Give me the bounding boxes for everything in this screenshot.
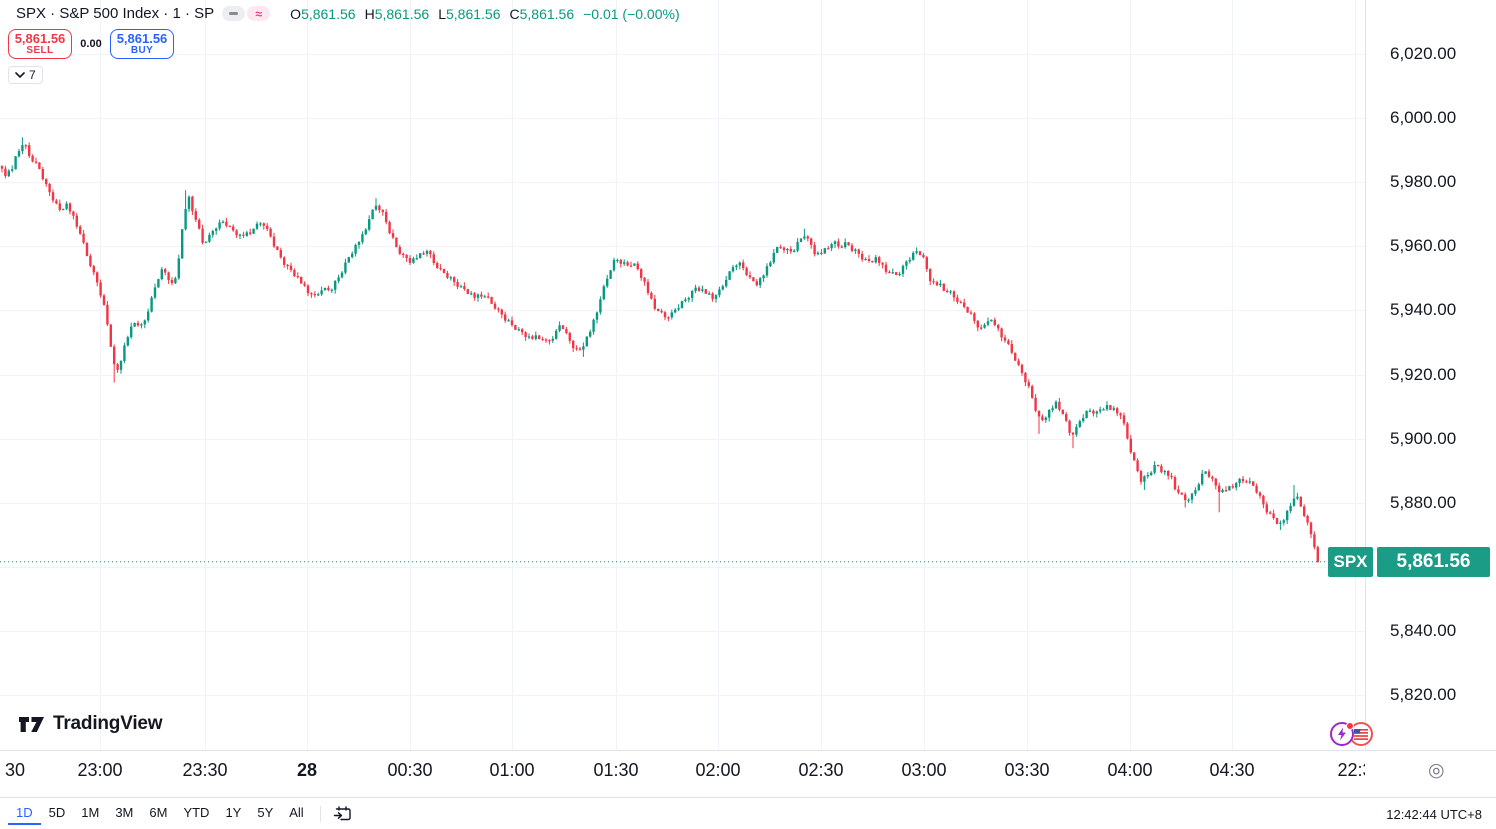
time-axis-label: 02:30 [798, 760, 844, 780]
range-tab-ytd[interactable]: YTD [183, 804, 210, 820]
range-tab-all[interactable]: All [289, 804, 304, 820]
chart-legend: SPX · S&P 500 Index · 1 · SP ≈ O5,861.56… [16, 5, 680, 22]
toolbar-divider [319, 805, 321, 822]
badge-symbol: SPX [1328, 546, 1373, 577]
bottom-toolbar: 1D 5D 1M 3M 6M YTD 1Y 5Y All 12:42:44 UTC+8 [0, 797, 1496, 829]
notification-dot [1346, 722, 1354, 730]
price-change: −0.01 (−0.00%) [583, 5, 680, 22]
object-tree-chip[interactable]: 7 [8, 66, 43, 84]
current-time-clock[interactable]: 12:42:44 UTC+8 [1386, 806, 1482, 822]
us-flag-icon [1354, 728, 1368, 740]
price-axis-label: 5,840.00 [1390, 620, 1457, 640]
approx-icon: ≈ [255, 6, 262, 21]
price-axis-label: 5,940.00 [1390, 300, 1457, 320]
symbol-title[interactable]: SPX · S&P 500 Index · 1 · SP [16, 5, 215, 22]
price-axis-label: 5,980.00 [1390, 172, 1457, 192]
time-axis-label: 02:00 [695, 760, 741, 780]
axis-settings-icon[interactable]: ◎ [1428, 759, 1445, 781]
price-axis-label: 5,920.00 [1390, 364, 1457, 384]
dash-icon [229, 12, 239, 15]
realtime-data-icon[interactable] [1330, 722, 1354, 746]
time-axis-label: 04:30 [1209, 760, 1255, 780]
range-tab-1d[interactable]: 1D [8, 802, 41, 826]
price-axis-label: 5,880.00 [1390, 492, 1457, 512]
time-axis-label: 22:3 [1337, 760, 1365, 780]
price-axis-label: 5,900.00 [1390, 428, 1457, 448]
tradingview-mark-icon [19, 716, 44, 732]
time-axis-label: 23:30 [182, 760, 228, 780]
time-axis-label: 28 [296, 760, 318, 780]
chart-canvas[interactable]: SPX · S&P 500 Index · 1 · SP ≈ O5,861.56… [0, 0, 1373, 750]
low-value: L5,861.56 [438, 5, 501, 22]
price-axis-label: 6,000.00 [1390, 108, 1457, 128]
range-tab-5y[interactable]: 5Y [257, 804, 274, 820]
date-range-tabs: 1D 5D 1M 3M 6M YTD 1Y 5Y All [8, 802, 312, 826]
calendar-arrow-icon [333, 806, 351, 821]
candlestick-chart[interactable] [0, 0, 1365, 750]
badge-price: 5,861.56 [1377, 546, 1490, 577]
last-price-badge: SPX 5,861.56 [1328, 546, 1490, 577]
sell-button[interactable]: 5,861.56 SELL [8, 29, 72, 59]
tradingview-logo-text: TradingView [53, 713, 163, 734]
range-tab-6m[interactable]: 6M [149, 804, 168, 820]
time-axis-label: 23:00 [77, 760, 123, 780]
hide-indicator-toggle[interactable] [222, 6, 246, 21]
price-axis[interactable]: 6,020.00 6,000.00 5,980.00 5,960.00 5,940.00… [1366, 0, 1496, 750]
trade-widget: 5,861.56 SELL 0.00 5,861.56 BUY [8, 29, 174, 59]
range-tab-3m[interactable]: 3M [115, 804, 134, 820]
time-axis-label: 03:00 [901, 760, 947, 780]
ohlc-values: O5,861.56 H5,861.56 L5,861.56 C5,861.56 … [290, 6, 679, 22]
open-value: O5,861.56 [290, 5, 356, 22]
range-tab-1y[interactable]: 1Y [225, 804, 242, 820]
lightning-bolt-icon [1338, 727, 1346, 741]
high-value: H5,861.56 [364, 5, 430, 22]
chevron-down-icon [15, 72, 25, 79]
time-axis-label: 00:30 [387, 760, 433, 780]
range-tab-1m[interactable]: 1M [81, 804, 100, 820]
time-axis[interactable]: 30 23:00 23:30 28 00:30 01:00 01:30 02:00 02:30 0… [0, 750, 1496, 797]
close-value: C5,861.56 [509, 5, 575, 22]
time-axis-label: 01:30 [593, 760, 639, 780]
object-tree-count: 7 [29, 68, 36, 82]
price-axis-label: 6,020.00 [1390, 44, 1457, 63]
time-axis-label: 04:00 [1107, 760, 1153, 780]
goto-date-button[interactable] [329, 802, 356, 825]
time-axis-label: 01:00 [489, 760, 535, 780]
range-tab-5d[interactable]: 5D [48, 804, 66, 820]
price-axis-label: 5,960.00 [1390, 236, 1457, 256]
tradingview-logo[interactable]: TradingView [18, 713, 163, 735]
price-axis-label: 5,820.00 [1390, 685, 1457, 704]
time-axis-label: 03:30 [1004, 760, 1050, 780]
spread-value: 0.00 [80, 38, 102, 50]
time-axis-label: 30 [4, 760, 26, 780]
price-axis-border [1365, 0, 1366, 797]
buy-button[interactable]: 5,861.56 BUY [110, 29, 174, 59]
session-status-icons [1330, 722, 1373, 746]
approx-price-toggle[interactable]: ≈ [247, 6, 271, 21]
bar-style-toggles: ≈ [222, 6, 271, 21]
time-axis-labels: 30 23:00 23:30 28 00:30 01:00 01:30 02:00 02:30 0… [0, 751, 1365, 798]
